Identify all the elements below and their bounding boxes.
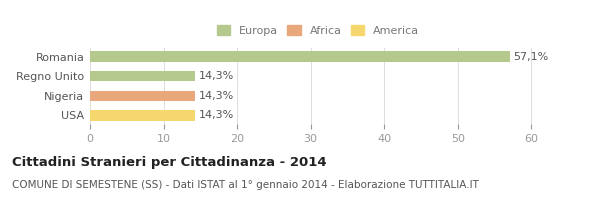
Text: Cittadini Stranieri per Cittadinanza - 2014: Cittadini Stranieri per Cittadinanza - 2… xyxy=(12,156,326,169)
Text: 57,1%: 57,1% xyxy=(514,52,549,62)
Text: 14,3%: 14,3% xyxy=(199,71,234,81)
Bar xyxy=(90,71,195,81)
Legend: Europa, Africa, America: Europa, Africa, America xyxy=(214,22,422,39)
Bar xyxy=(90,91,195,101)
Text: COMUNE DI SEMESTENE (SS) - Dati ISTAT al 1° gennaio 2014 - Elaborazione TUTTITAL: COMUNE DI SEMESTENE (SS) - Dati ISTAT al… xyxy=(12,180,479,190)
Text: 14,3%: 14,3% xyxy=(199,110,234,120)
Bar xyxy=(90,110,195,121)
Text: 14,3%: 14,3% xyxy=(199,91,234,101)
Bar xyxy=(90,51,510,62)
